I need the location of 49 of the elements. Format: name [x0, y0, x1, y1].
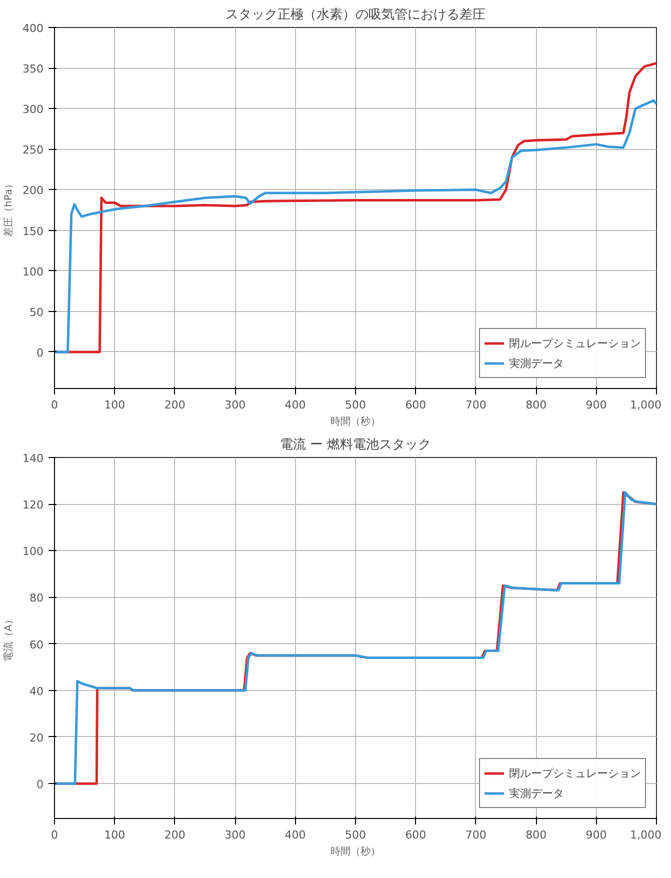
x-tick-label: 1,000: [630, 398, 662, 412]
x-tick-label: 100: [104, 398, 126, 412]
x-tick-label: 900: [586, 398, 607, 412]
y-tick-label: 100: [22, 545, 44, 558]
chart-title: スタック正極（水素）の吸気管における差圧: [226, 8, 486, 22]
chart-title: 電流 ー 燃料電池スタック: [280, 436, 432, 452]
x-tick-label: 700: [465, 828, 486, 842]
y-tick-label: 350: [22, 62, 44, 76]
y-tick-label: 120: [22, 498, 44, 512]
x-tick-label: 100: [104, 828, 126, 842]
y-tick-label: 150: [22, 224, 44, 238]
y-tick-label: 0: [36, 778, 44, 792]
legend-label: 閉ループシミュレーション: [509, 766, 641, 780]
y-tick-label: 80: [30, 592, 44, 605]
x-tick-label: 0: [51, 828, 58, 842]
x-tick-label: 300: [224, 398, 246, 412]
x-tick-label: 200: [164, 828, 186, 842]
y-tick-label: 20: [30, 731, 44, 744]
y-tick-label: 140: [22, 452, 44, 465]
y-axis-title: 電流（A）: [2, 614, 15, 662]
y-tick-label: 200: [22, 184, 44, 198]
y-tick-label: 40: [30, 684, 44, 698]
y-tick-label: 50: [30, 306, 44, 319]
x-axis-title: 時間（秒）: [330, 416, 380, 428]
x-tick-label: 700: [465, 398, 486, 412]
x-tick-label: 600: [405, 398, 426, 412]
y-tick-label: 0: [36, 346, 44, 360]
x-tick-label: 500: [345, 828, 366, 842]
legend-label: 実測データ: [509, 356, 564, 370]
y-tick-label: 100: [22, 265, 44, 278]
y-tick-label: 300: [22, 103, 44, 116]
x-tick-label: 500: [345, 398, 366, 412]
x-tick-label: 400: [284, 828, 306, 842]
x-tick-label: 1,000: [630, 828, 662, 842]
legend-label: 閉ループシミュレーション: [509, 336, 641, 350]
y-tick-label: 400: [22, 22, 44, 35]
y-tick-label: 250: [22, 144, 44, 157]
x-tick-label: 900: [586, 828, 607, 842]
x-tick-label: 600: [405, 828, 426, 842]
legend-label: 実測データ: [509, 786, 564, 800]
x-tick-label: 800: [526, 398, 547, 412]
y-axis-title: 差圧（hPa）: [2, 178, 15, 238]
x-tick-label: 200: [164, 398, 186, 412]
x-tick-label: 300: [224, 828, 246, 842]
x-axis-title: 時間（秒）: [330, 846, 380, 858]
x-tick-label: 0: [51, 398, 58, 412]
x-tick-label: 400: [284, 398, 306, 412]
x-tick-label: 800: [526, 828, 547, 842]
y-tick-label: 60: [30, 638, 44, 652]
